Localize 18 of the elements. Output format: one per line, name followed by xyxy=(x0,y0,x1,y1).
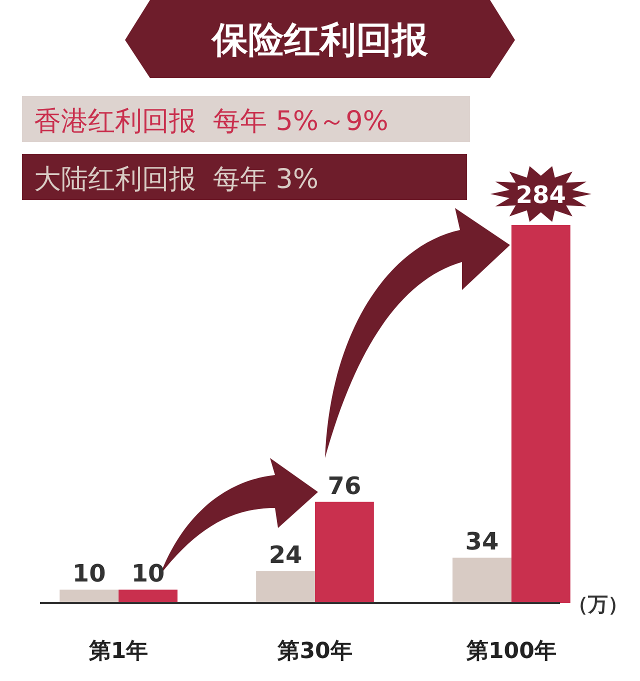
text: 大陆红利回报 每年 3% xyxy=(34,164,319,195)
x-tick-label: 第30年 xyxy=(276,639,352,664)
data-label: 76 xyxy=(328,472,362,500)
data-label: 34 xyxy=(465,528,499,556)
x-tick-label: 第100年 xyxy=(465,639,556,664)
y-axis-title: （万） xyxy=(568,592,628,616)
bar xyxy=(118,590,178,603)
text: 香港红利回报 每年 5%～9% xyxy=(34,106,388,137)
bar xyxy=(60,590,119,603)
data-label: 24 xyxy=(268,541,302,570)
x-tick-label: 第1年 xyxy=(88,639,148,664)
data-label: 284 xyxy=(516,181,566,209)
chart-title: 保险红利回报 xyxy=(210,20,429,61)
bar xyxy=(452,558,512,603)
bar xyxy=(256,571,315,603)
data-label: 10 xyxy=(72,560,106,588)
bar xyxy=(511,225,570,603)
data-label: 10 xyxy=(131,560,165,588)
